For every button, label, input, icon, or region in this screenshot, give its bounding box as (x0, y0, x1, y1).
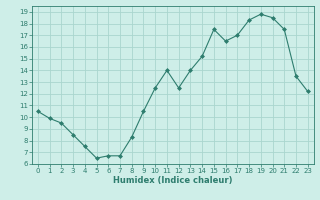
X-axis label: Humidex (Indice chaleur): Humidex (Indice chaleur) (113, 176, 233, 185)
